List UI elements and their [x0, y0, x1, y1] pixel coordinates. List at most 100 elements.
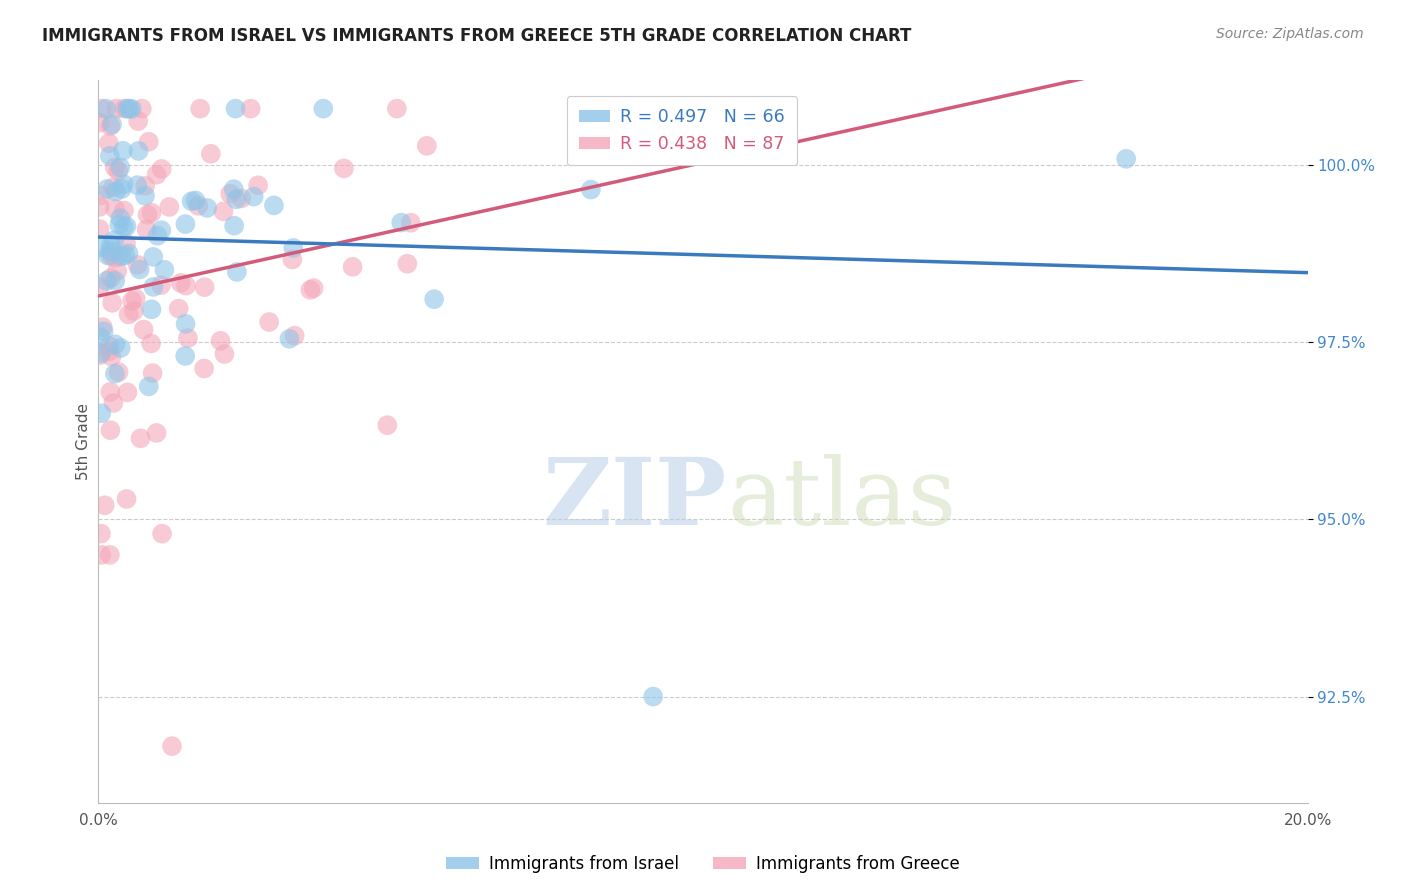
- Point: [396, 257, 419, 271]
- Point: [212, 204, 235, 219]
- Point: [89, 222, 111, 236]
- Point: [128, 262, 150, 277]
- Point: [139, 336, 162, 351]
- Point: [129, 431, 152, 445]
- Point: [90, 346, 112, 360]
- Point: [115, 236, 138, 251]
- Point: [134, 178, 156, 193]
- Point: [193, 280, 215, 294]
- Point: [278, 332, 301, 346]
- Point: [138, 379, 160, 393]
- Point: [104, 367, 127, 381]
- Point: [107, 365, 129, 379]
- Point: [98, 339, 121, 353]
- Point: [416, 138, 439, 153]
- Point: [117, 102, 139, 116]
- Point: [97, 249, 120, 263]
- Point: [167, 301, 190, 316]
- Point: [104, 251, 127, 265]
- Point: [160, 739, 183, 753]
- Point: [224, 102, 246, 116]
- Point: [150, 161, 173, 176]
- Point: [224, 219, 246, 233]
- Point: [214, 347, 236, 361]
- Point: [112, 203, 135, 218]
- Point: [283, 241, 305, 255]
- Point: [579, 183, 602, 197]
- Point: [134, 189, 156, 203]
- Point: [115, 491, 138, 506]
- Point: [170, 276, 193, 290]
- Point: [111, 144, 134, 158]
- Point: [127, 178, 149, 193]
- Point: [112, 219, 135, 234]
- Point: [104, 161, 127, 175]
- Point: [145, 168, 167, 182]
- Point: [96, 274, 118, 288]
- Point: [117, 385, 139, 400]
- Point: [90, 526, 112, 541]
- Point: [209, 334, 232, 348]
- Point: [153, 262, 176, 277]
- Point: [138, 135, 160, 149]
- Point: [174, 317, 197, 331]
- Point: [150, 526, 173, 541]
- Point: [108, 218, 131, 232]
- Point: [96, 182, 118, 196]
- Point: [242, 189, 264, 203]
- Point: [104, 185, 127, 199]
- Point: [104, 274, 127, 288]
- Point: [281, 252, 304, 267]
- Point: [100, 271, 122, 285]
- Point: [89, 115, 111, 129]
- Point: [150, 223, 173, 237]
- Point: [180, 194, 202, 209]
- Point: [107, 164, 129, 178]
- Point: [174, 217, 197, 231]
- Point: [90, 188, 112, 202]
- Point: [93, 498, 115, 512]
- Point: [89, 348, 111, 362]
- Point: [122, 304, 145, 318]
- Point: [423, 292, 446, 306]
- Point: [239, 102, 262, 116]
- Point: [141, 205, 163, 219]
- Point: [89, 279, 111, 293]
- Y-axis label: 5th Grade: 5th Grade: [76, 403, 91, 480]
- Point: [98, 119, 121, 133]
- Point: [193, 361, 215, 376]
- Point: [90, 548, 112, 562]
- Point: [89, 330, 111, 344]
- Text: IMMIGRANTS FROM ISRAEL VS IMMIGRANTS FROM GREECE 5TH GRADE CORRELATION CHART: IMMIGRANTS FROM ISRAEL VS IMMIGRANTS FRO…: [42, 27, 911, 45]
- Point: [177, 331, 200, 345]
- Point: [142, 366, 165, 380]
- Point: [98, 244, 121, 259]
- Point: [263, 198, 285, 212]
- Point: [145, 425, 167, 440]
- Point: [90, 406, 112, 420]
- Point: [121, 102, 143, 116]
- Text: atlas: atlas: [727, 454, 956, 544]
- Point: [342, 260, 364, 274]
- Point: [112, 102, 135, 116]
- Point: [94, 102, 117, 116]
- Point: [302, 281, 325, 295]
- Point: [222, 182, 245, 196]
- Point: [284, 328, 307, 343]
- Point: [110, 341, 132, 355]
- Text: ZIP: ZIP: [543, 454, 727, 544]
- Point: [375, 418, 398, 433]
- Point: [333, 161, 356, 176]
- Point: [127, 258, 149, 272]
- Point: [111, 182, 134, 196]
- Point: [195, 201, 218, 215]
- Point: [231, 191, 253, 205]
- Point: [97, 136, 120, 151]
- Point: [93, 324, 115, 338]
- Point: [399, 216, 422, 230]
- Point: [105, 264, 128, 278]
- Point: [100, 423, 122, 437]
- Point: [136, 208, 159, 222]
- Point: [150, 278, 173, 293]
- Point: [121, 293, 143, 308]
